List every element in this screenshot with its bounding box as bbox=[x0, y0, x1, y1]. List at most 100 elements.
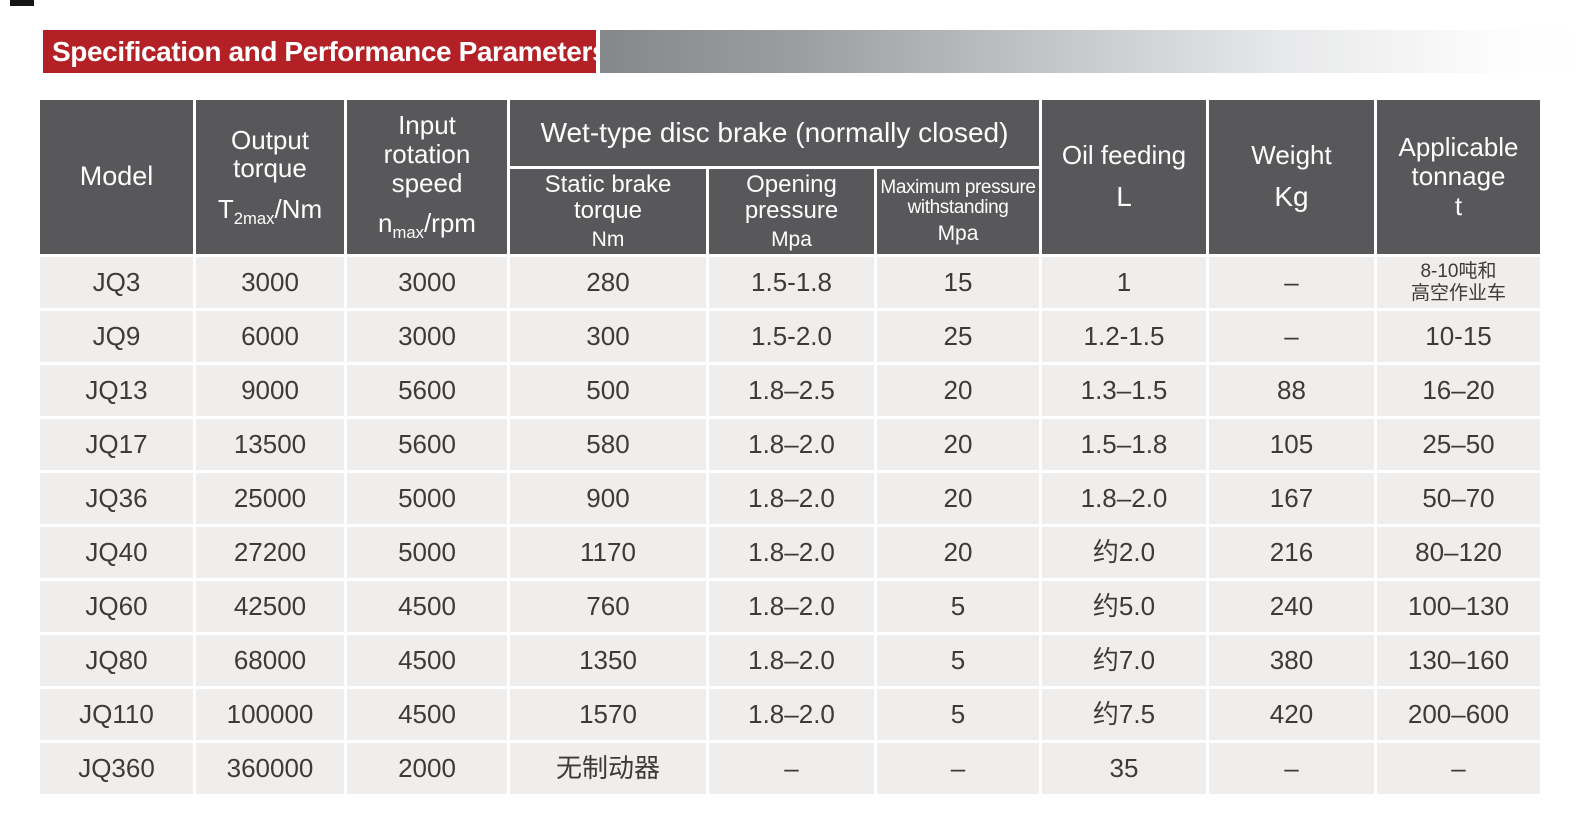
col-header-oil-feeding: Oil feeding L bbox=[1042, 100, 1206, 254]
table-cell: 1.8–2.0 bbox=[709, 419, 874, 470]
col-header-input-speed: Input rotation speed nmax/rpm bbox=[347, 100, 507, 254]
table-cell: 5600 bbox=[347, 419, 507, 470]
col-subheader-opening-pressure: Opening pressure Mpa bbox=[709, 169, 874, 254]
table-cell: 900 bbox=[510, 473, 706, 524]
table-cell: 68000 bbox=[196, 635, 344, 686]
table-cell: 1.8–2.0 bbox=[709, 581, 874, 632]
table-cell: 4500 bbox=[347, 635, 507, 686]
table-cell: 1.8–2.0 bbox=[1042, 473, 1206, 524]
table-cell: 约7.0 bbox=[1042, 635, 1206, 686]
table-cell: 20 bbox=[877, 473, 1039, 524]
table-cell: 105 bbox=[1209, 419, 1374, 470]
table-cell: 约5.0 bbox=[1042, 581, 1206, 632]
unit-rest: /Nm bbox=[274, 193, 323, 224]
table-cell: 130–160 bbox=[1377, 635, 1540, 686]
col-header-output-torque: Output torque T2max/Nm bbox=[196, 100, 344, 254]
table-header: Model Output torque T2max/Nm Input rotat… bbox=[40, 100, 1540, 254]
table-cell: 6000 bbox=[196, 311, 344, 362]
table-cell: 无制动器 bbox=[510, 743, 706, 794]
table-cell: 10-15 bbox=[1377, 311, 1540, 362]
table-cell: 50–70 bbox=[1377, 473, 1540, 524]
table-row: JQ17 13500 5600 580 1.8–2.0 20 1.5–1.8 105 25–50 bbox=[40, 419, 1540, 470]
table-cell: 1.5–1.8 bbox=[1042, 419, 1206, 470]
col-header-input-speed-label: Input rotation speed bbox=[383, 110, 471, 198]
table-cell: 42500 bbox=[196, 581, 344, 632]
table-cell: 2000 bbox=[347, 743, 507, 794]
table-cell: 20 bbox=[877, 419, 1039, 470]
table-cell: JQ80 bbox=[40, 635, 193, 686]
col-header-tonnage: Applicable tonnage t bbox=[1377, 100, 1540, 254]
top-left-print-mark bbox=[10, 0, 34, 6]
table-rows: JQ3 3000 3000 280 1.5-1.8 15 1–8-10吨和 高空作业车 JQ9… bbox=[40, 257, 1540, 794]
col-header-tonnage-unit: t bbox=[1454, 191, 1463, 222]
table-cell: 4500 bbox=[347, 581, 507, 632]
col-subheader-static-torque-label: Static brake torque bbox=[544, 171, 672, 225]
table-cell: 500 bbox=[510, 365, 706, 416]
col-header-weight-label: Weight bbox=[1251, 139, 1332, 170]
table-cell: 20 bbox=[877, 527, 1039, 578]
col-group-header-wet-brake-label: Wet-type disc brake (normally closed) bbox=[540, 116, 1009, 148]
table-cell: 3000 bbox=[196, 257, 344, 308]
table-cell: 1.8–2.5 bbox=[709, 365, 874, 416]
table-cell: 20 bbox=[877, 365, 1039, 416]
table-row: JQ60 42500 4500 760 1.8–2.0 5 约5.0 240 100–130 bbox=[40, 581, 1540, 632]
col-group-header-wet-brake: Wet-type disc brake (normally closed) bbox=[510, 100, 1039, 166]
table-cell: 380 bbox=[1209, 635, 1374, 686]
table-cell: JQ360 bbox=[40, 743, 193, 794]
table-cell: 300 bbox=[510, 311, 706, 362]
table-cell: 25000 bbox=[196, 473, 344, 524]
col-subheader-max-pressure: Maximum pressure withstanding Mpa bbox=[877, 169, 1039, 254]
table-cell: – bbox=[1209, 257, 1374, 308]
spec-table: Model Output torque T2max/Nm Input rotat… bbox=[40, 100, 1540, 794]
table-cell: 13500 bbox=[196, 419, 344, 470]
unit-subscript: 2max bbox=[233, 209, 275, 229]
col-header-output-torque-label: Output torque bbox=[230, 124, 310, 184]
table-cell: JQ60 bbox=[40, 581, 193, 632]
table-cell: JQ17 bbox=[40, 419, 193, 470]
page-title: Specification and Performance Parameters bbox=[43, 30, 596, 73]
table-cell: 3000 bbox=[347, 311, 507, 362]
table-cell: 580 bbox=[510, 419, 706, 470]
table-cell: 1350 bbox=[510, 635, 706, 686]
table-cell: – bbox=[1209, 743, 1374, 794]
table-cell: 1.8–2.0 bbox=[709, 527, 874, 578]
table-cell: 5000 bbox=[347, 527, 507, 578]
table-cell: JQ3 bbox=[40, 257, 193, 308]
table-cell: 1570 bbox=[510, 689, 706, 740]
table-cell: 1.8–2.0 bbox=[709, 635, 874, 686]
table-cell: 3000 bbox=[347, 257, 507, 308]
unit-subscript: max bbox=[392, 223, 424, 243]
table-row: JQ80 68000 4500 1350 1.8–2.0 5 约7.0 380 130–160 bbox=[40, 635, 1540, 686]
page-title-text: Specification and Performance Parameters bbox=[52, 35, 596, 67]
col-subheader-static-torque-unit: Nm bbox=[591, 227, 625, 251]
col-header-weight-unit: Kg bbox=[1274, 181, 1309, 213]
table-cell: 420 bbox=[1209, 689, 1374, 740]
table-cell: 9000 bbox=[196, 365, 344, 416]
table-cell: 15 bbox=[877, 257, 1039, 308]
col-header-oil-feeding-label: Oil feeding bbox=[1061, 139, 1187, 170]
table-cell: 100000 bbox=[196, 689, 344, 740]
table-row: JQ3 3000 3000 280 1.5-1.8 15 1–8-10吨和 高空作业车 bbox=[40, 257, 1540, 308]
table-cell: 280 bbox=[510, 257, 706, 308]
table-cell: 25–50 bbox=[1377, 419, 1540, 470]
table-cell: – bbox=[877, 743, 1039, 794]
table-cell: JQ9 bbox=[40, 311, 193, 362]
table-cell: 80–120 bbox=[1377, 527, 1540, 578]
col-header-model: Model bbox=[40, 100, 193, 254]
table-cell: 25 bbox=[877, 311, 1039, 362]
table-cell: 8-10吨和 高空作业车 bbox=[1377, 257, 1540, 308]
table-cell: 16–20 bbox=[1377, 365, 1540, 416]
unit-base: T bbox=[217, 193, 234, 224]
table-cell: 35 bbox=[1042, 743, 1206, 794]
col-subheader-max-pressure-label: Maximum pressure withstanding bbox=[880, 176, 1036, 219]
table-cell: – bbox=[1209, 311, 1374, 362]
col-header-model-label: Model bbox=[79, 161, 154, 192]
title-gradient-bar bbox=[600, 30, 1583, 73]
table-cell: 1.5-1.8 bbox=[709, 257, 874, 308]
table-cell: JQ110 bbox=[40, 689, 193, 740]
table-cell: JQ40 bbox=[40, 527, 193, 578]
col-header-tonnage-label: Applicable tonnage bbox=[1398, 132, 1519, 191]
table-cell: 88 bbox=[1209, 365, 1374, 416]
table-cell: JQ13 bbox=[40, 365, 193, 416]
